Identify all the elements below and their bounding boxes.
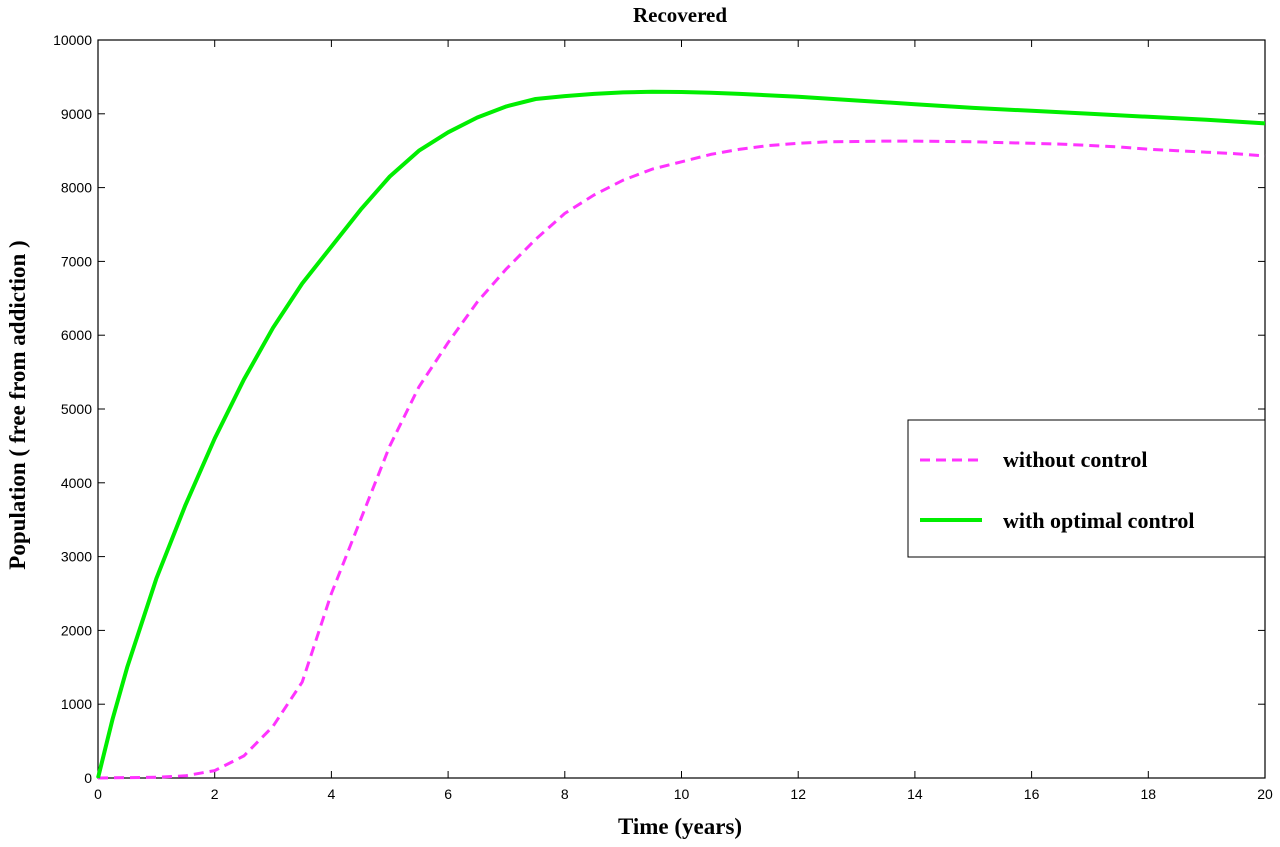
y-tick-label: 8000 — [61, 180, 92, 196]
legend-box — [907, 419, 1266, 558]
series-line-without-control — [97, 139, 1266, 780]
chart-title: Recovered — [633, 3, 727, 27]
y-tick-label: 10000 — [53, 32, 92, 48]
y-tick-label: 4000 — [61, 475, 92, 491]
series-line-with-optimal-control — [96, 89, 1266, 779]
x-axis-title: Time (years) — [618, 814, 742, 839]
x-tick-label: 8 — [561, 786, 569, 802]
x-tick-label: 18 — [1141, 786, 1157, 802]
x-tick-label: 12 — [790, 786, 806, 802]
y-axis-title: Population ( free from addiction ) — [5, 240, 30, 569]
x-tick-label: 14 — [907, 786, 923, 802]
legend-label-without-control: without control — [1003, 447, 1147, 472]
ticks-layer: 0 2 4 6 8 10 12 14 16 18 20 0 1000 2000 3000 4000 5000 60… — [53, 32, 1273, 802]
legend-label-with-optimal-control: with optimal control — [1003, 508, 1194, 533]
y-tick-label: 7000 — [61, 253, 92, 269]
x-tick-label: 0 — [94, 786, 102, 802]
x-tick-label: 4 — [328, 786, 336, 802]
y-tick-label: 0 — [84, 770, 92, 786]
series-layer — [96, 89, 1266, 780]
plot-frame — [97, 39, 1266, 779]
x-tick-label: 10 — [674, 786, 690, 802]
x-tick-label: 6 — [444, 786, 452, 802]
x-tick-label: 20 — [1257, 786, 1273, 802]
x-tick-label: 16 — [1024, 786, 1040, 802]
y-tick-label: 9000 — [61, 106, 92, 122]
legend: without control with optimal control — [907, 419, 1266, 558]
y-tick-label: 5000 — [61, 401, 92, 417]
y-tick-label: 6000 — [61, 327, 92, 343]
y-tick-label: 2000 — [61, 622, 92, 638]
y-tick-label: 3000 — [61, 549, 92, 565]
x-tick-label: 2 — [211, 786, 219, 802]
y-tick-label: 1000 — [61, 696, 92, 712]
